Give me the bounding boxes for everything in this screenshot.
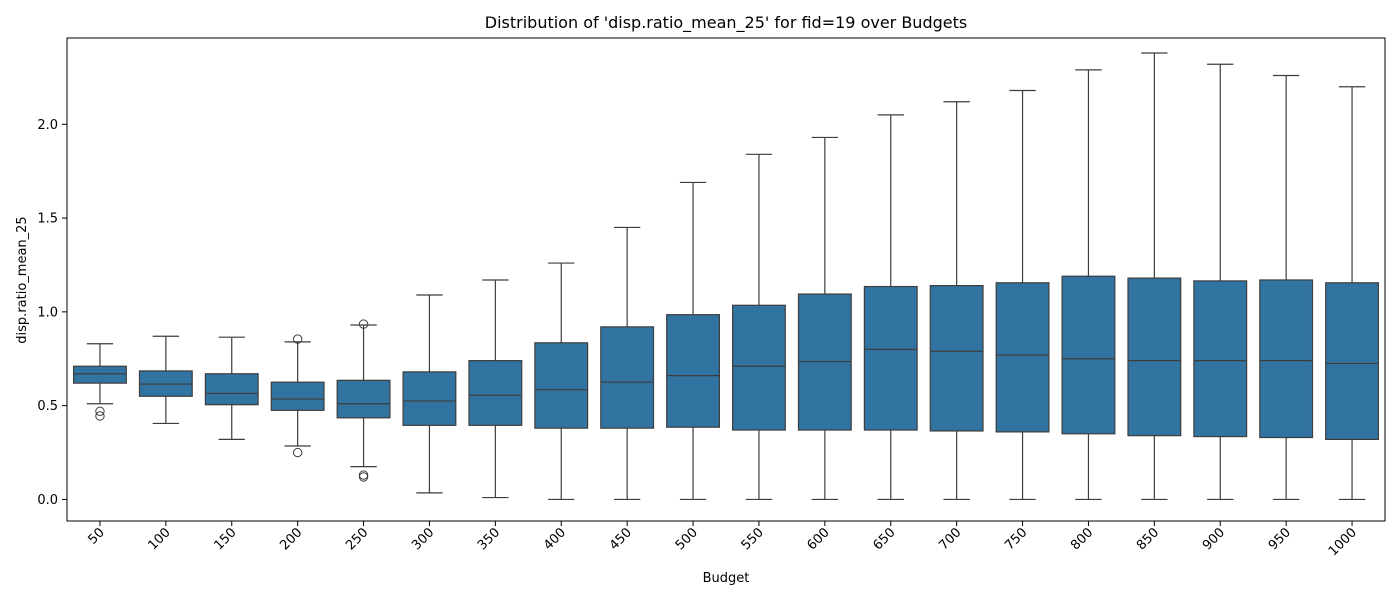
box-850: [1127, 52, 1182, 501]
iqr-box: [336, 379, 391, 419]
iqr-box: [204, 373, 259, 406]
outlier-point: [358, 470, 369, 480]
box-800: [1061, 69, 1116, 501]
outlier-point: [95, 411, 105, 421]
y-tick-label: 0.5: [37, 399, 58, 414]
x-tick-label: 700: [936, 525, 964, 553]
iqr-box: [929, 284, 984, 432]
iqr-box: [1061, 275, 1116, 435]
box-400: [534, 262, 589, 501]
iqr-box: [1127, 277, 1182, 437]
iqr-box: [731, 304, 786, 431]
box-700: [929, 101, 984, 501]
x-tick-label: 200: [277, 525, 305, 553]
x-tick-label: 500: [673, 525, 701, 553]
box-550: [731, 153, 786, 501]
chart-title: Distribution of 'disp.ratio_mean_25' for…: [485, 13, 967, 33]
iqr-box: [72, 365, 127, 384]
y-axis: 0.0 0.5 1.0 1.5 2.0: [37, 118, 67, 508]
y-axis-label: disp.ratio_mean_25: [15, 216, 30, 343]
x-tick-label: 950: [1266, 525, 1294, 553]
y-tick-label: 1.5: [37, 212, 58, 227]
box-650: [863, 114, 918, 501]
box-1000: [1325, 86, 1380, 501]
iqr-box: [863, 285, 918, 431]
y-tick-label: 0.0: [37, 493, 58, 508]
x-tick-label: 100: [146, 525, 174, 553]
y-tick-label: 2.0: [37, 118, 58, 133]
outlier-point: [292, 447, 303, 458]
outlier-point: [292, 334, 303, 344]
iqr-box: [995, 282, 1050, 433]
box-600: [797, 136, 852, 501]
iqr-box: [666, 314, 721, 428]
y-tick-label: 1.0: [37, 305, 58, 320]
iqr-box: [468, 360, 523, 426]
x-tick-label: 400: [541, 525, 569, 553]
x-tick-label: 1000: [1326, 525, 1360, 559]
iqr-box: [1259, 279, 1314, 439]
box-200: [270, 334, 325, 458]
box-750: [995, 89, 1050, 501]
x-axis-label: Budget: [703, 571, 750, 586]
box-900: [1193, 63, 1248, 501]
box-100: [138, 335, 193, 425]
box-250: [336, 319, 391, 482]
outlier-point: [358, 472, 369, 482]
box-50: [72, 343, 127, 421]
x-tick-label: 800: [1068, 525, 1096, 553]
box-350: [468, 279, 523, 499]
x-tick-label: 250: [343, 525, 371, 553]
x-tick-label: 350: [475, 525, 503, 553]
box-150: [204, 336, 259, 441]
box-300: [402, 294, 457, 494]
iqr-box: [1193, 280, 1248, 438]
outlier-point: [95, 406, 105, 416]
iqr-box: [1325, 282, 1380, 441]
box-450: [600, 226, 655, 501]
box-950: [1259, 74, 1314, 501]
box-500: [666, 181, 721, 501]
x-tick-label: 650: [870, 525, 898, 553]
x-tick-label: 50: [85, 525, 107, 547]
iqr-box: [402, 371, 457, 426]
x-tick-label: 900: [1200, 525, 1228, 553]
x-tick-label: 750: [1002, 525, 1030, 553]
plot-frame: [66, 37, 1386, 522]
x-tick-label: 850: [1134, 525, 1162, 553]
outlier-point: [358, 319, 369, 329]
x-tick-label: 300: [409, 525, 437, 553]
iqr-box: [534, 342, 589, 429]
x-tick-label: 550: [739, 525, 767, 553]
x-tick-label: 150: [211, 525, 239, 553]
iqr-box: [270, 381, 325, 411]
x-tick-label: 600: [805, 525, 833, 553]
iqr-box: [600, 326, 655, 429]
x-axis: 50 100 150 200 250 300 350 400 450 500 550 600 650 70…: [85, 521, 1360, 559]
x-tick-label: 450: [607, 525, 635, 553]
plot-area: [72, 52, 1380, 501]
